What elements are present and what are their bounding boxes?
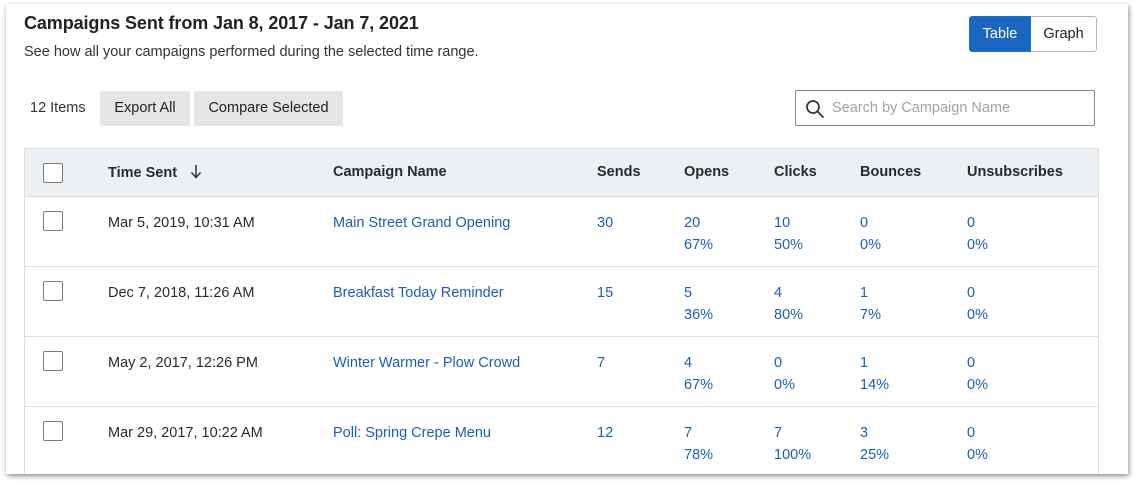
bounces-link[interactable]: 0 0% bbox=[860, 212, 881, 256]
bounces-percent: 7% bbox=[860, 307, 881, 323]
unsubscribes-count: 0 bbox=[967, 285, 976, 301]
unsubscribes-percent: 0% bbox=[967, 447, 988, 463]
clicks-percent: 0% bbox=[774, 377, 795, 393]
column-header-label: Time Sent bbox=[108, 165, 178, 181]
opens-percent: 78% bbox=[684, 447, 714, 463]
opens-link[interactable]: 7 78% bbox=[684, 422, 713, 466]
unsubscribes-percent: 0% bbox=[967, 377, 988, 393]
clicks-percent: 80% bbox=[774, 307, 804, 323]
column-header-campaign-name[interactable]: Campaign Name bbox=[333, 164, 447, 180]
clicks-count: 0 bbox=[774, 355, 783, 371]
page-subtitle: See how all your campaigns performed dur… bbox=[24, 44, 479, 60]
view-toggle: Table Graph bbox=[969, 16, 1097, 52]
opens-link[interactable]: 20 67% bbox=[684, 212, 713, 256]
unsubscribes-percent: 0% bbox=[967, 237, 988, 253]
unsubscribes-link[interactable]: 0 0% bbox=[967, 352, 988, 396]
sends-link[interactable]: 12 bbox=[597, 425, 614, 441]
clicks-count: 7 bbox=[774, 425, 783, 441]
campaign-table: Time Sent Campaign Name Sends Opens Clic… bbox=[24, 148, 1099, 474]
opens-count: 5 bbox=[684, 285, 693, 301]
bounces-count: 3 bbox=[860, 425, 869, 441]
column-header-bounces[interactable]: Bounces bbox=[860, 164, 922, 180]
row-checkbox[interactable] bbox=[43, 211, 63, 231]
unsubscribes-count: 0 bbox=[967, 425, 976, 441]
bounces-percent: 0% bbox=[860, 237, 881, 253]
opens-count: 4 bbox=[684, 355, 693, 371]
column-header-clicks[interactable]: Clicks bbox=[774, 164, 817, 180]
bounces-percent: 14% bbox=[860, 377, 890, 393]
clicks-percent: 100% bbox=[774, 447, 812, 463]
campaign-name-link[interactable]: Main Street Grand Opening bbox=[333, 215, 511, 231]
campaign-name-link[interactable]: Winter Warmer - Plow Crowd bbox=[333, 355, 521, 371]
table-header: Time Sent Campaign Name Sends Opens Clic… bbox=[25, 149, 1098, 197]
row-checkbox[interactable] bbox=[43, 421, 63, 441]
select-all-checkbox[interactable] bbox=[43, 163, 63, 183]
search-input[interactable] bbox=[832, 92, 1090, 124]
campaign-name-link[interactable]: Breakfast Today Reminder bbox=[333, 285, 504, 301]
bounces-count: 1 bbox=[860, 285, 869, 301]
bounces-count: 1 bbox=[860, 355, 869, 371]
table-row: Dec 7, 2018, 11:26 AM Breakfast Today Re… bbox=[25, 267, 1098, 337]
clicks-link[interactable]: 0 0% bbox=[774, 352, 795, 396]
column-header-time-sent[interactable]: Time Sent bbox=[108, 164, 202, 181]
time-sent-cell: Mar 29, 2017, 10:22 AM bbox=[108, 425, 263, 441]
clicks-count: 10 bbox=[774, 215, 791, 231]
opens-percent: 67% bbox=[684, 377, 714, 393]
unsubscribes-count: 0 bbox=[967, 215, 976, 231]
clicks-link[interactable]: 4 80% bbox=[774, 282, 803, 326]
opens-percent: 36% bbox=[684, 307, 714, 323]
time-sent-cell: Dec 7, 2018, 11:26 AM bbox=[108, 285, 255, 301]
unsubscribes-count: 0 bbox=[967, 355, 976, 371]
clicks-percent: 50% bbox=[774, 237, 804, 253]
item-count: 12 Items bbox=[30, 100, 86, 116]
clicks-count: 4 bbox=[774, 285, 783, 301]
bounces-count: 0 bbox=[860, 215, 869, 231]
export-all-button[interactable]: Export All bbox=[100, 91, 190, 126]
bounces-link[interactable]: 1 14% bbox=[860, 352, 889, 396]
sends-link[interactable]: 15 bbox=[597, 285, 614, 301]
opens-count: 20 bbox=[684, 215, 701, 231]
unsubscribes-link[interactable]: 0 0% bbox=[967, 422, 988, 466]
table-view-button[interactable]: Table bbox=[969, 16, 1031, 52]
clicks-link[interactable]: 7 100% bbox=[774, 422, 811, 466]
time-sent-cell: May 2, 2017, 12:26 PM bbox=[108, 355, 258, 371]
compare-selected-button[interactable]: Compare Selected bbox=[194, 91, 343, 126]
opens-link[interactable]: 4 67% bbox=[684, 352, 713, 396]
graph-view-button[interactable]: Graph bbox=[1031, 16, 1097, 52]
campaign-name-link[interactable]: Poll: Spring Crepe Menu bbox=[333, 425, 491, 441]
unsubscribes-percent: 0% bbox=[967, 307, 988, 323]
clicks-link[interactable]: 10 50% bbox=[774, 212, 803, 256]
sends-link[interactable]: 7 bbox=[597, 355, 606, 371]
bounces-percent: 25% bbox=[860, 447, 890, 463]
table-row: Mar 5, 2019, 10:31 AM Main Street Grand … bbox=[25, 197, 1098, 267]
page-title: Campaigns Sent from Jan 8, 2017 - Jan 7,… bbox=[24, 13, 419, 33]
campaign-report-panel: Campaigns Sent from Jan 8, 2017 - Jan 7,… bbox=[6, 4, 1128, 474]
table-row: May 2, 2017, 12:26 PM Winter Warmer - Pl… bbox=[25, 337, 1098, 407]
search-icon bbox=[806, 100, 824, 118]
column-header-unsubscribes[interactable]: Unsubscribes bbox=[967, 164, 1063, 180]
opens-link[interactable]: 5 36% bbox=[684, 282, 713, 326]
opens-count: 7 bbox=[684, 425, 693, 441]
column-header-sends[interactable]: Sends bbox=[597, 164, 641, 180]
bounces-link[interactable]: 1 7% bbox=[860, 282, 881, 326]
unsubscribes-link[interactable]: 0 0% bbox=[967, 282, 988, 326]
row-checkbox[interactable] bbox=[43, 351, 63, 371]
column-header-opens[interactable]: Opens bbox=[684, 164, 730, 180]
unsubscribes-link[interactable]: 0 0% bbox=[967, 212, 988, 256]
opens-percent: 67% bbox=[684, 237, 714, 253]
bounces-link[interactable]: 3 25% bbox=[860, 422, 889, 466]
time-sent-cell: Mar 5, 2019, 10:31 AM bbox=[108, 215, 255, 231]
arrow-down-icon bbox=[191, 165, 202, 179]
row-checkbox[interactable] bbox=[43, 281, 63, 301]
sends-link[interactable]: 30 bbox=[597, 215, 614, 231]
table-row: Mar 29, 2017, 10:22 AM Poll: Spring Crep… bbox=[25, 407, 1098, 474]
search-box bbox=[795, 90, 1095, 126]
